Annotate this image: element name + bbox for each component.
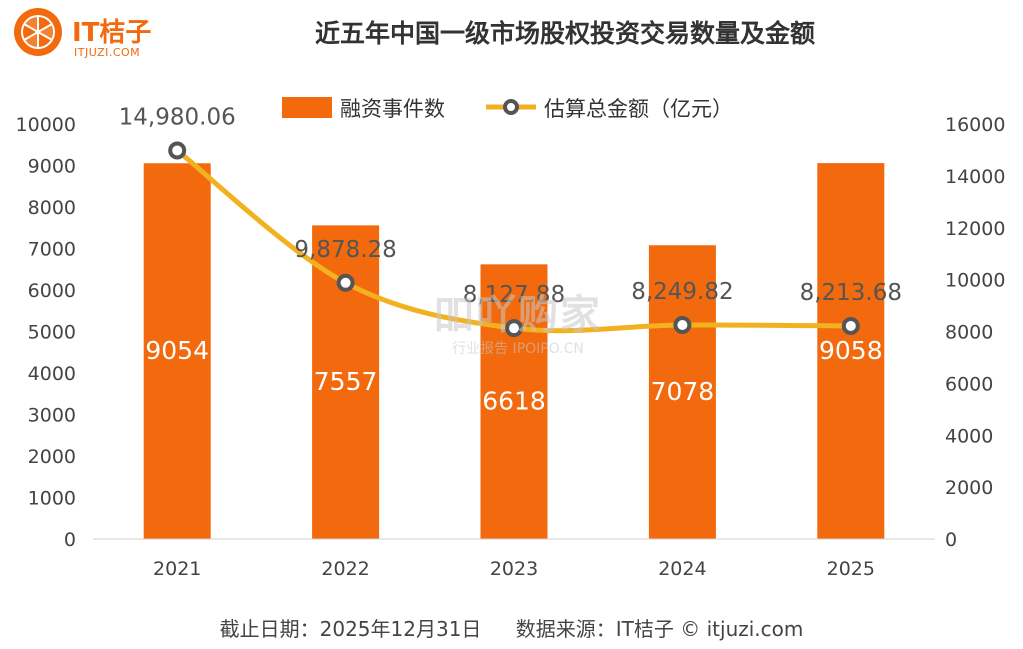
y-left-tick-1000: 1000 xyxy=(28,488,76,510)
axes: 2021 2022 2023 2024 2025 0 1000 2000 3000 4000 500… xyxy=(16,114,1006,580)
bar-2024 xyxy=(648,245,716,539)
legend-line-label: 估算总金额（亿元） xyxy=(544,97,733,121)
logo-brand: IT桔子 xyxy=(72,18,152,48)
bar-label-2021: 9054 xyxy=(145,336,209,365)
amount-point-2024 xyxy=(673,316,692,335)
amount-point-2021 xyxy=(168,141,187,160)
x-tick-2022: 2022 xyxy=(321,558,369,580)
logo-url: ITJUZI.COM xyxy=(74,46,141,59)
x-tick-2024: 2024 xyxy=(658,558,706,580)
y-left-tick-2000: 2000 xyxy=(28,446,76,468)
y-left-tick-3000: 3000 xyxy=(28,405,76,427)
logo: IT桔子 ITJUZI.COM xyxy=(12,6,182,62)
x-tick-2023: 2023 xyxy=(490,558,538,580)
amount-label-2025: 8,213.68 xyxy=(800,280,902,306)
footer-date: 截止日期：2025年12月31日 xyxy=(219,617,482,641)
amount-label-2022: 9,878.28 xyxy=(294,237,396,263)
x-tick-2021: 2021 xyxy=(153,558,201,580)
legend-bar-swatch xyxy=(282,97,332,118)
line-series: 14,980.06 9,878.28 8,127.88 8,249.82 8,213.6… xyxy=(119,104,902,338)
footer-source: 数据来源：IT桔子 © itjuzi.com xyxy=(515,617,804,641)
y-left-tick-7000: 7000 xyxy=(28,239,76,261)
bar-2023 xyxy=(480,264,548,539)
bar-label-2024: 7078 xyxy=(651,377,715,406)
bar-2025 xyxy=(817,163,885,539)
y-left-tick-6000: 6000 xyxy=(28,280,76,302)
amount-point-2022 xyxy=(336,273,355,292)
chart-title: 近五年中国一级市场股权投资交易数量及金额 xyxy=(314,19,815,48)
amount-label-2021: 14,980.06 xyxy=(119,104,236,130)
y-left-tick-4000: 4000 xyxy=(28,363,76,385)
amount-label-2024: 8,249.82 xyxy=(631,279,733,305)
bar-label-2025: 9058 xyxy=(819,336,883,365)
footer: 截止日期：2025年12月31日 数据来源：IT桔子 © itjuzi.com xyxy=(0,613,1023,642)
y-right-tick-4000: 4000 xyxy=(945,425,993,447)
orange-logo-icon xyxy=(14,8,62,56)
bar-2021 xyxy=(143,163,211,539)
legend: 融资事件数 估算总金额（亿元） xyxy=(282,97,733,121)
amount-point-2023 xyxy=(505,319,523,338)
x-tick-2025: 2025 xyxy=(827,558,875,580)
y-left-tick-10000: 10000 xyxy=(16,114,76,136)
y-right-tick-2000: 2000 xyxy=(945,477,993,499)
amount-label-2023: 8,127.88 xyxy=(463,282,565,308)
y-left-tick-0: 0 xyxy=(64,529,76,551)
y-right-tick-16000: 16000 xyxy=(945,114,1005,136)
legend-line-marker xyxy=(503,99,519,115)
bar-label-2022: 7557 xyxy=(314,367,378,396)
y-left-tick-9000: 9000 xyxy=(28,156,76,178)
amount-point-2025 xyxy=(841,316,860,335)
y-right-tick-6000: 6000 xyxy=(945,373,993,395)
y-right-tick-8000: 8000 xyxy=(945,322,993,344)
bar-label-2023: 6618 xyxy=(482,387,546,416)
legend-bar-label: 融资事件数 xyxy=(340,97,445,121)
y-left-tick-5000: 5000 xyxy=(28,322,76,344)
bar-series: 9054 7557 6618 7078 9058 xyxy=(143,163,885,539)
y-right-tick-12000: 12000 xyxy=(945,218,1005,240)
y-right-tick-10000: 10000 xyxy=(945,270,1005,292)
y-right-tick-0: 0 xyxy=(945,529,957,551)
y-right-tick-14000: 14000 xyxy=(945,166,1005,188)
y-left-tick-8000: 8000 xyxy=(28,197,76,219)
